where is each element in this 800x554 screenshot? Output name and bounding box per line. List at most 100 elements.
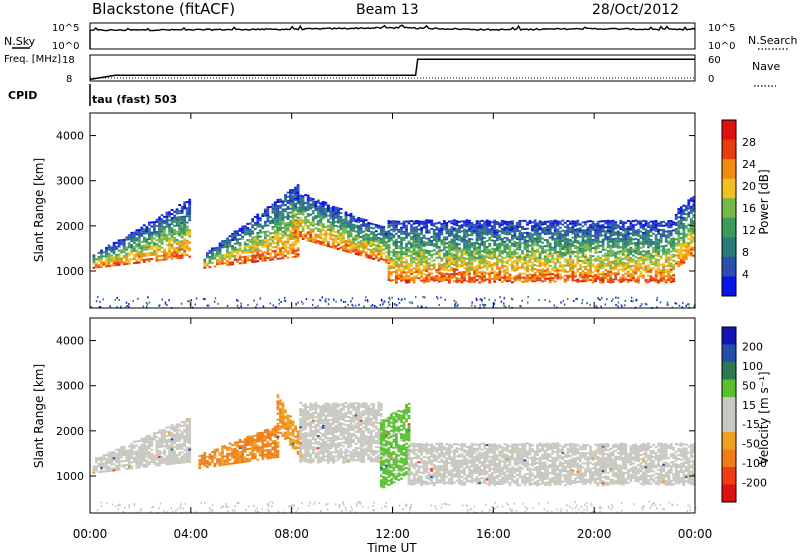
heatmap-cell — [513, 279, 517, 282]
heatmap-cell — [458, 257, 461, 260]
heatmap-cell — [455, 242, 459, 245]
heatmap-cell — [128, 303, 130, 306]
heatmap-cell — [299, 231, 302, 234]
heatmap-cell — [571, 263, 575, 265]
heatmap-cell — [117, 241, 121, 244]
heatmap-cell — [294, 233, 297, 236]
heatmap-cell — [397, 247, 401, 250]
heatmap-cell — [284, 208, 287, 211]
heatmap-cell — [271, 246, 275, 249]
heatmap-cell — [657, 228, 660, 231]
heatmap-cell — [516, 266, 519, 269]
heatmap-cell — [364, 247, 368, 250]
heatmap-cell — [400, 271, 403, 274]
heatmap-cell — [130, 231, 134, 234]
heatmap-cell — [475, 297, 478, 300]
heatmap-cell — [448, 281, 451, 284]
heatmap-cell — [503, 230, 507, 233]
heatmap-cell — [435, 277, 439, 280]
heatmap-cell — [626, 236, 630, 239]
heatmap-cell — [266, 238, 270, 241]
heatmap-cell — [251, 250, 255, 253]
heatmap-cell — [183, 217, 187, 220]
heatmap-cell — [616, 238, 620, 241]
heatmap-cell — [436, 296, 438, 298]
heatmap-cell — [495, 235, 499, 238]
heatmap-cell — [367, 244, 371, 247]
heatmap-cell — [669, 276, 673, 279]
heatmap-cell — [314, 209, 318, 211]
heatmap-cell — [692, 206, 696, 209]
heatmap-cell — [470, 226, 474, 229]
heatmap-cell — [299, 208, 302, 211]
heatmap-cell — [306, 200, 310, 203]
heatmap-cell — [483, 243, 486, 245]
heatmap-cell — [102, 251, 106, 254]
heatmap-cell — [621, 225, 625, 228]
heatmap-cell — [488, 277, 492, 280]
heatmap-cell — [427, 252, 431, 254]
heatmap-cell — [105, 464, 108, 467]
heatmap-cell — [377, 257, 381, 260]
heatmap-cell — [531, 249, 534, 252]
heatmap-cell — [402, 271, 406, 274]
heatmap-cell — [690, 226, 693, 229]
heatmap-cell — [563, 240, 567, 243]
heatmap-cell — [390, 222, 393, 225]
heatmap-cell — [112, 248, 116, 251]
heatmap-cell — [566, 264, 570, 267]
heatmap-cell — [485, 229, 489, 232]
heatmap-cell — [183, 240, 187, 242]
heatmap-cell — [125, 467, 129, 470]
heatmap-cell — [674, 254, 678, 257]
heatmap-cell — [649, 238, 653, 241]
heatmap-cell — [127, 244, 131, 247]
heatmap-cell — [556, 275, 560, 278]
heatmap-cell — [611, 252, 615, 255]
heatmap-cell — [611, 230, 615, 232]
heatmap-cell — [488, 253, 492, 255]
heatmap-cell — [619, 260, 623, 263]
heatmap-cell — [435, 244, 439, 247]
heatmap-cell — [132, 461, 136, 463]
heatmap-cell — [236, 304, 239, 307]
heatmap-cell — [526, 276, 529, 279]
heatmap-cell — [296, 200, 300, 202]
heatmap-cell — [185, 227, 189, 230]
heatmap-cell — [558, 245, 562, 247]
heatmap-cell — [561, 254, 565, 257]
heatmap-cell — [150, 225, 154, 228]
heatmap-cell — [543, 275, 547, 278]
heatmap-cell — [415, 244, 418, 247]
heatmap-cell — [435, 240, 439, 243]
heatmap-cell — [516, 221, 519, 224]
heatmap-cell — [490, 269, 494, 272]
heatmap-cell — [508, 231, 512, 234]
heatmap-cell — [125, 457, 129, 460]
heatmap-cell — [102, 458, 106, 461]
heatmap-cell — [687, 199, 691, 202]
heatmap-cell — [241, 235, 244, 238]
heatmap-cell — [432, 253, 436, 256]
heatmap-cell — [614, 223, 618, 226]
heatmap-cell — [666, 301, 669, 304]
heatmap-cell — [493, 264, 497, 267]
heatmap-cell — [639, 224, 643, 227]
heatmap-cell — [294, 194, 297, 197]
heatmap-cell — [246, 243, 250, 246]
heatmap-cell — [296, 190, 300, 193]
heatmap-cell — [185, 221, 189, 224]
heatmap-cell — [258, 249, 262, 252]
heatmap-cell — [604, 220, 608, 223]
heatmap-cell — [382, 248, 386, 251]
heatmap-cell — [495, 277, 499, 280]
heatmap-cell — [586, 256, 590, 259]
heatmap-cell — [589, 270, 592, 273]
heatmap-cell — [589, 266, 592, 269]
heatmap-cell — [531, 263, 534, 266]
heatmap-cell — [241, 262, 244, 265]
heatmap-cell — [309, 205, 313, 208]
heatmap-cell — [208, 249, 212, 252]
heatmap-cell — [233, 236, 237, 239]
heatmap-cell — [511, 298, 514, 301]
